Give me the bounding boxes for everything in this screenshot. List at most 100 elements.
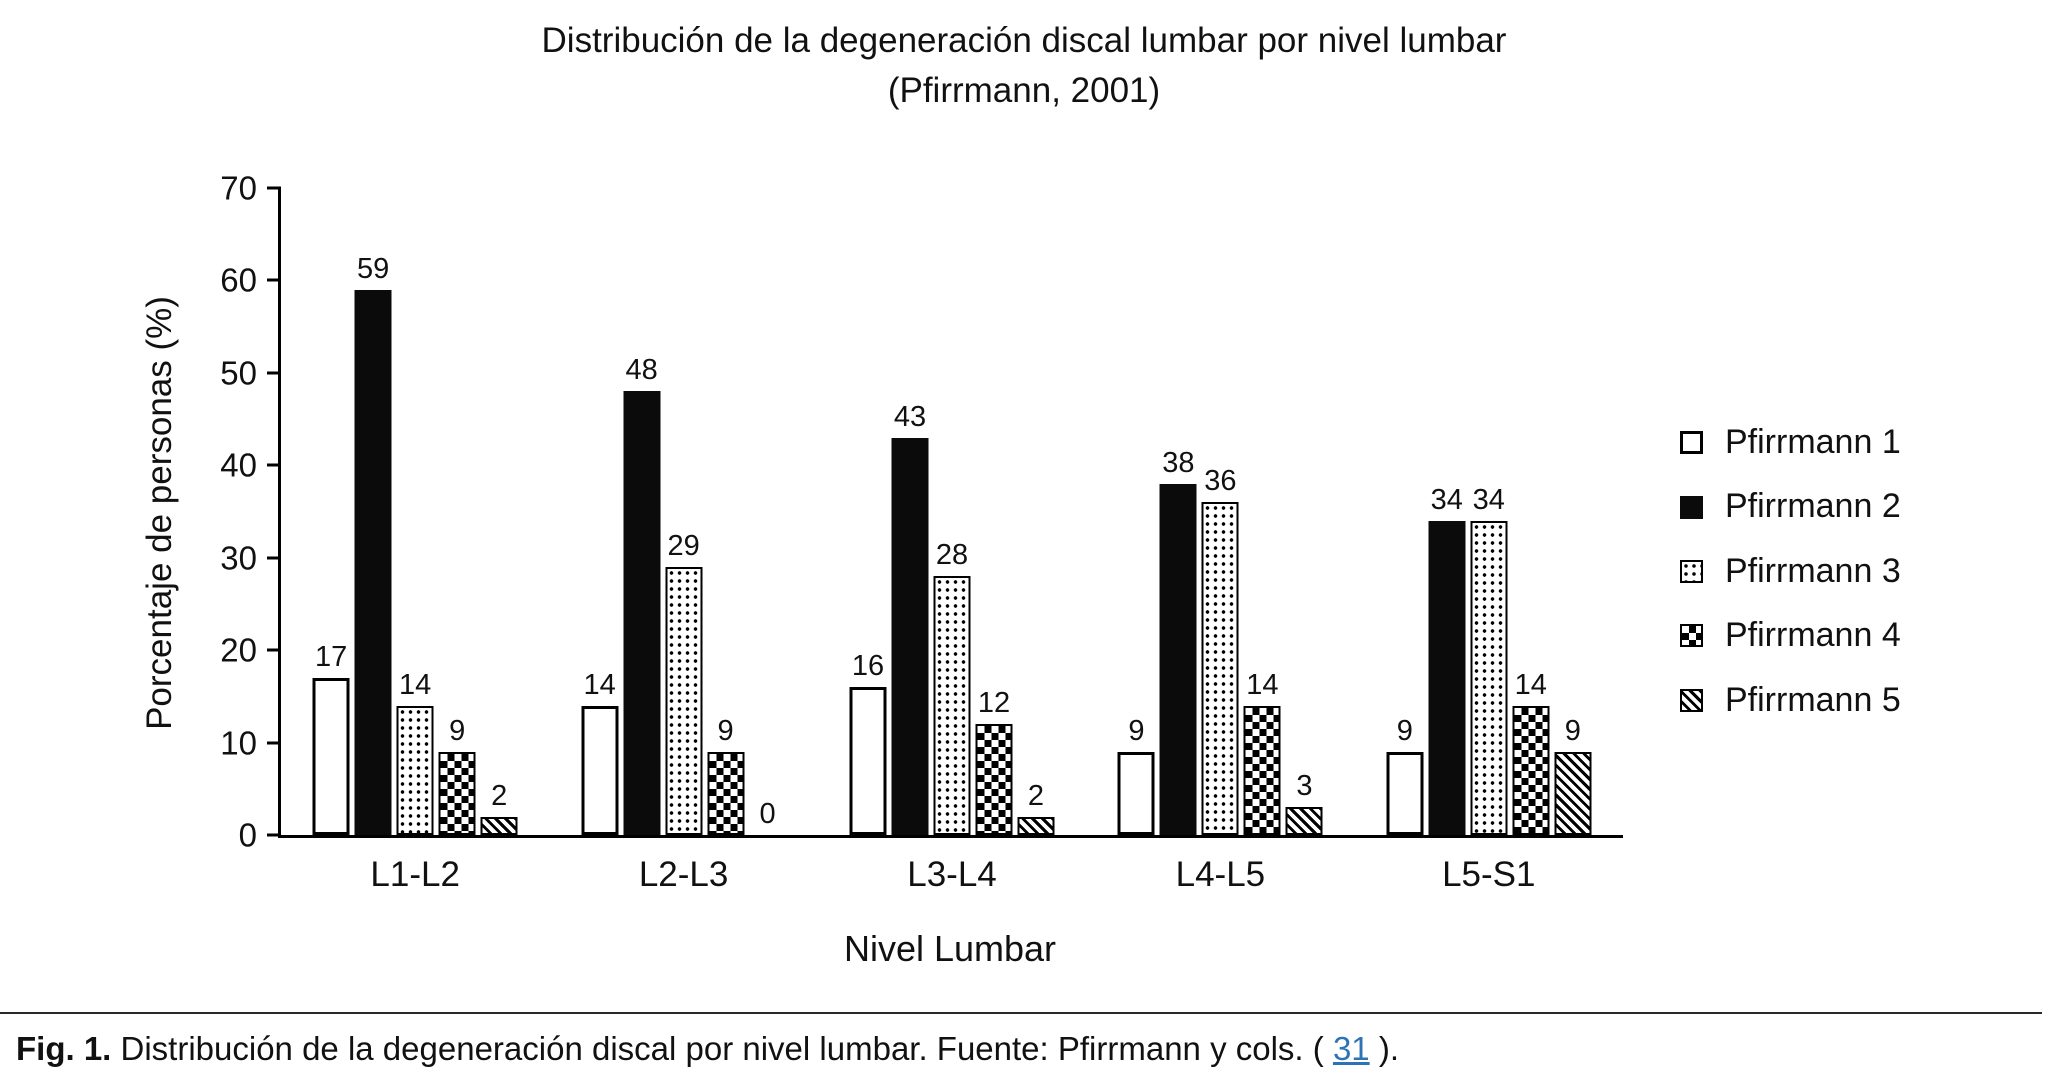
bar-group-l5-s1: 9 34 34 14 9 [1386,484,1592,835]
bar-value-label: 12 [977,687,1011,719]
bar-slot: 2 [480,782,518,835]
bar-slot: 14 [1512,669,1550,835]
caption-reference-link[interactable]: 31 [1332,1030,1370,1067]
x-category-label: L2-L3 [638,855,729,894]
y-tick-mark [267,371,281,375]
y-tick-mark [267,741,281,745]
bar [1512,706,1550,835]
bar-value-label: 14 [583,669,616,701]
y-tick-label: 0 [238,816,257,854]
bar-value-label: 9 [1396,715,1413,747]
bar [354,290,392,835]
y-tick-mark [267,648,281,652]
bar [623,391,661,835]
bar-value-label: 0 [759,798,776,830]
y-tick-label: 30 [220,539,257,577]
y-tick-mark [267,833,281,837]
bar-slot: 2 [1017,782,1055,835]
bar [312,678,350,835]
bar-value-label: 34 [1430,484,1463,516]
y-tick-mark [267,463,281,467]
y-tick-label: 20 [220,631,257,669]
bar-slot: 16 [849,650,887,835]
bar-value-label: 36 [1204,465,1237,497]
bar [396,706,434,835]
caption-fig-label: Fig. 1. [16,1030,112,1067]
bar-slot: 29 [665,532,703,835]
legend-label: Pfirrmann 4 [1725,616,1901,655]
y-tick-label: 40 [220,446,257,484]
bar-value-label: 34 [1472,484,1505,516]
bar-slot: 0 [749,800,786,835]
bar [438,752,476,835]
y-tick-mark [267,186,281,190]
y-tick-mark [267,556,281,560]
x-category-label: L4-L5 [1175,855,1266,894]
bar [975,724,1013,835]
bar-slot: 14 [1243,671,1281,835]
legend-swatch-icon [1680,688,1703,712]
bar [1243,706,1281,835]
bar [849,687,887,835]
bar-group-l4-l5: 9 38 36 14 3 [1117,447,1323,835]
legend-item: Pfirrmann 4 [1680,616,1901,655]
bar [707,752,745,835]
bar-slot: 34 [1470,484,1508,835]
caption-divider [0,1012,2042,1014]
bar-slot: 43 [891,403,929,835]
figure-caption: Fig. 1. Distribución de la degeneración … [16,1030,1399,1068]
bar [1428,521,1466,835]
caption-suffix: ). [1378,1030,1399,1067]
bar-slot: 14 [396,669,434,835]
bar-group-l1-l2: 17 59 14 9 2 [312,253,518,835]
legend-label: Pfirrmann 5 [1725,680,1901,719]
legend-item: Pfirrmann 2 [1680,487,1901,525]
bar-value-label: 16 [851,650,885,682]
bar [1554,752,1592,835]
y-tick-label: 10 [220,724,257,762]
bar-slot: 36 [1201,465,1239,835]
bar-slot: 59 [354,253,392,835]
bar-value-label: 28 [935,539,969,571]
bar-slot: 48 [623,354,661,835]
bar-slot: 9 [1554,717,1592,835]
bar [480,817,518,835]
bar [1117,752,1155,835]
bar-value-label: 9 [449,715,466,747]
bar-value-label: 9 [717,715,734,747]
bar-value-label: 38 [1162,447,1195,479]
bar-slot: 9 [438,715,476,835]
bar-value-label: 59 [357,253,390,285]
bar-value-label: 48 [625,354,658,386]
bar-slot: 12 [975,687,1013,835]
legend-item: Pfirrmann 3 [1680,551,1901,590]
y-tick-mark [267,278,281,282]
legend-label: Pfirrmann 1 [1725,423,1901,461]
legend-label: Pfirrmann 3 [1725,551,1901,590]
x-category-label: L5-S1 [1442,855,1536,894]
bar-slot: 3 [1285,772,1323,835]
bar-slot: 14 [581,669,619,835]
bar [891,438,929,835]
bar-group-l3-l4: 16 43 28 12 2 [849,403,1055,835]
legend-swatch-icon [1680,495,1703,519]
legend-swatch-icon [1680,624,1703,648]
bar [665,567,703,835]
legend-swatch-icon [1680,559,1703,583]
legend-item: Pfirrmann 1 [1680,423,1901,461]
x-axis-label: Nivel Lumbar [843,928,1057,969]
bar-value-label: 14 [1514,669,1547,701]
bar-slot: 38 [1159,447,1197,835]
x-category-label: L1-L2 [370,855,460,894]
bar [1017,817,1055,835]
bar-value-label: 9 [1128,715,1145,747]
bar [933,576,971,835]
legend-item: Pfirrmann 5 [1680,680,1901,719]
y-axis-label: Porcentaje de personas (%) [140,296,179,730]
bar-slot: 9 [1117,715,1155,835]
y-tick-label: 60 [220,261,257,299]
bar-value-label: 14 [399,669,432,701]
bar-slot: 9 [707,715,745,835]
y-tick-label: 50 [220,354,257,392]
